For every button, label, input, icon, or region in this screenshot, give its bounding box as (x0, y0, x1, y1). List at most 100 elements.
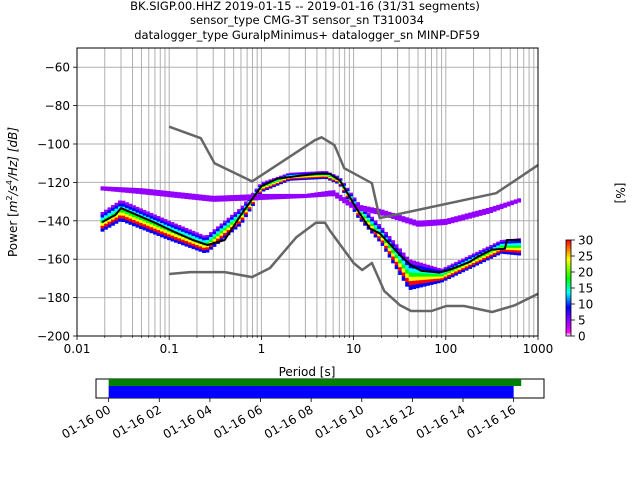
heat-cell (373, 208, 378, 212)
heat-cell (216, 226, 220, 230)
heat-cell (464, 258, 469, 261)
heat-cell (454, 216, 459, 220)
heat-cell (321, 176, 325, 178)
heat-cell (146, 191, 150, 195)
heat-cell (387, 239, 392, 243)
heat-cell (394, 258, 399, 263)
heat-cell (450, 220, 455, 224)
heat-cell (170, 194, 175, 198)
heat-cell (279, 180, 283, 182)
timeline-tick-label: 01-16 00 (59, 402, 113, 441)
heat-cell (422, 273, 427, 277)
heat-cell (415, 269, 420, 274)
heat-cell (314, 175, 318, 178)
heat-cell (146, 225, 150, 229)
heat-cell (195, 234, 199, 238)
heat-cell (184, 227, 189, 231)
heat-cell (174, 228, 178, 232)
heat-cell (184, 238, 189, 242)
heat-cell (499, 245, 504, 248)
heat-cell (258, 191, 262, 194)
heat-cell (153, 189, 157, 193)
heat-cell (345, 195, 350, 198)
heat-cell (219, 238, 224, 242)
heat-cell (212, 231, 217, 235)
heat-cell (268, 183, 273, 185)
heat-cell (419, 266, 424, 270)
heat-cell (135, 190, 140, 194)
heat-cell (209, 234, 213, 238)
heat-cell (289, 172, 294, 175)
heat-cell (464, 213, 469, 217)
heat-cell (317, 176, 322, 179)
heat-cell (387, 248, 392, 252)
heat-cell (468, 262, 473, 266)
heat-cell (422, 266, 427, 271)
heat-cell (384, 240, 388, 244)
heat-cell (401, 260, 406, 265)
heat-cell (331, 174, 336, 176)
heat-cell (156, 224, 161, 228)
heat-cell (503, 205, 508, 208)
heat-cell (380, 243, 385, 246)
heat-cell (328, 190, 332, 194)
heat-cell (279, 182, 283, 185)
heat-cell (149, 221, 154, 225)
colorbar-tick-label: 0 (578, 330, 586, 344)
heat-cell (380, 212, 385, 216)
heat-cell (356, 207, 360, 211)
heat-cell (370, 219, 374, 222)
heat-cell (475, 251, 480, 255)
heat-cell (366, 215, 371, 219)
heat-cell (174, 234, 178, 238)
heat-cell (384, 243, 388, 247)
heat-cell (174, 226, 178, 230)
heat-cell (324, 174, 329, 176)
heat-cell (387, 236, 392, 240)
heat-cell (338, 178, 343, 180)
heat-cell (303, 176, 308, 178)
heat-cell (205, 242, 210, 246)
heat-cell (499, 243, 504, 247)
heat-cell (111, 205, 115, 209)
heat-cell (191, 196, 196, 200)
heat-cell (289, 174, 294, 177)
heat-cell (412, 280, 416, 286)
heat-cell (471, 263, 476, 266)
heat-cell (485, 254, 490, 257)
heat-cell (307, 195, 311, 198)
heat-cell (457, 260, 462, 263)
heat-cell (244, 212, 248, 215)
heat-cell (223, 198, 227, 202)
heat-cell (163, 235, 168, 239)
heat-cell (254, 197, 259, 201)
heat-cell (149, 215, 154, 219)
x-tick-label: 1000 (523, 342, 554, 356)
heat-cell (114, 220, 119, 224)
heat-cell (464, 256, 469, 260)
heat-cell (167, 223, 171, 227)
heat-cell (450, 273, 455, 276)
heat-cell (426, 282, 431, 286)
heat-cell (314, 174, 318, 177)
heat-cell (391, 215, 395, 219)
heat-cell (107, 218, 112, 222)
heat-cell (142, 218, 147, 222)
heat-cell (188, 244, 192, 248)
heat-cell (268, 179, 273, 181)
heat-cell (415, 223, 420, 227)
heat-cell (475, 213, 480, 217)
heat-cell (443, 276, 448, 279)
heat-cell (436, 278, 441, 282)
heat-cell (384, 234, 388, 238)
heat-cell (321, 191, 325, 195)
heat-cell (205, 237, 210, 241)
heat-cell (380, 232, 385, 236)
heat-cell (338, 197, 343, 201)
heat-cell (146, 211, 150, 215)
heat-cell (513, 245, 518, 249)
colorbar-label: [%] (613, 183, 627, 204)
heat-cell (107, 213, 112, 217)
heat-cell (373, 210, 378, 215)
heat-cell (349, 194, 353, 197)
